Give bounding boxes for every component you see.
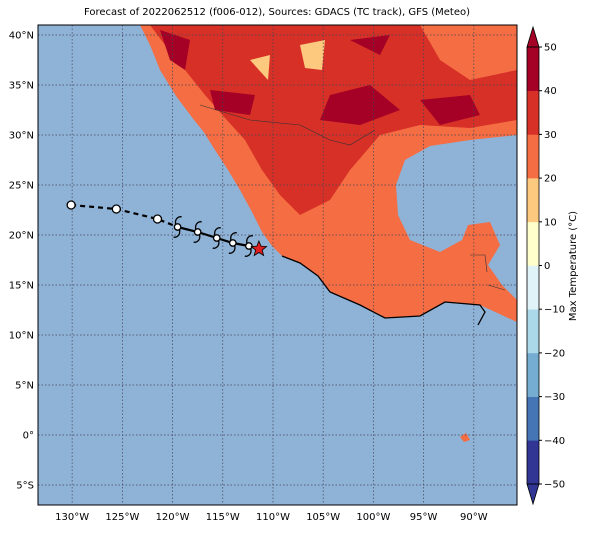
x-tick-label: 130°W	[55, 512, 89, 523]
colorbar-tick-label: −20	[544, 348, 565, 359]
x-tick-label: 115°W	[206, 512, 240, 523]
colorbar-bin	[527, 265, 539, 310]
colorbar-bin	[527, 396, 539, 441]
y-tick-label: 5°N	[15, 381, 34, 392]
colorbar-tick-label: 30	[544, 130, 557, 141]
storm-arm	[212, 227, 222, 249]
star-marker	[250, 239, 268, 257]
track-point	[66, 200, 76, 210]
colorbar-tick-label: 0	[544, 261, 550, 272]
borders	[199, 104, 506, 291]
storm-eye	[212, 234, 221, 242]
track-line	[71, 203, 178, 229]
colorbar-tick-label: 20	[544, 174, 557, 185]
colorbar-bin	[527, 47, 539, 91]
x-tick-label: 100°W	[356, 512, 390, 523]
x-tick-label: 95°W	[410, 512, 438, 523]
y-tick-label: 25°N	[9, 181, 34, 192]
colorbar-label: Max Temperature (°C)	[568, 211, 579, 321]
colorbar-extend-top	[526, 25, 540, 48]
storm-marker	[193, 221, 202, 243]
colorbar-tick-label: 10	[544, 217, 557, 228]
storm-eye	[193, 228, 202, 236]
colorbar-tick-label: −50	[544, 480, 565, 491]
storm-arm	[244, 235, 254, 257]
x-tick-label: 110°W	[256, 512, 290, 523]
storm-marker	[173, 216, 182, 238]
land	[140, 25, 517, 442]
coastline	[281, 255, 486, 326]
colorbar-bin	[527, 90, 539, 135]
storm-arm	[193, 221, 202, 243]
y-tick-label: 40°N	[9, 31, 34, 42]
baja	[150, 45, 270, 201]
colorbar-tick-label: −10	[544, 305, 565, 316]
track-point	[152, 214, 163, 224]
colorbar-bin	[527, 440, 539, 485]
x-tick-label: 105°W	[306, 512, 340, 523]
x-tick-label: 125°W	[105, 512, 139, 523]
colorbar-tick-label: 40	[544, 86, 557, 97]
y-tick-label: 35°N	[9, 81, 34, 92]
y-tick-label: 5°S	[16, 481, 34, 492]
hottest-area	[160, 30, 480, 125]
x-tick-label: 90°W	[460, 512, 488, 523]
islands	[460, 433, 470, 442]
storm-eye	[228, 239, 237, 247]
colorbar-bin	[527, 352, 539, 397]
x-tick-label: 120°W	[156, 512, 190, 523]
cool-area	[250, 40, 325, 80]
title: Forecast of 2022062512 (f006-012), Sourc…	[84, 7, 470, 18]
y-tick-label: 15°N	[9, 281, 34, 292]
y-tick-label: 10°N	[9, 331, 34, 342]
colorbar-bin	[527, 221, 539, 266]
storm-marker	[244, 235, 254, 257]
colorbar-extend-bottom	[526, 483, 540, 506]
colorbar-bin	[527, 134, 539, 179]
storm-marker	[212, 227, 222, 249]
y-tick-label: 30°N	[9, 131, 34, 142]
colorbar-tick-label: 50	[544, 43, 557, 54]
storm-eye	[173, 223, 182, 231]
colorbar-tick-label: −30	[544, 392, 565, 403]
storm-arm	[228, 232, 238, 254]
storm-arm	[173, 216, 182, 238]
colorbar-tick-label: −40	[544, 436, 565, 447]
colorbar-bin	[527, 309, 539, 354]
frame	[37, 24, 518, 506]
y-tick-label: 20°N	[9, 231, 34, 242]
track-point	[111, 204, 121, 214]
storm-marker	[228, 232, 238, 254]
storm-eye	[245, 242, 253, 250]
y-tick-label: 0°	[23, 431, 34, 442]
colorbar-bin	[527, 178, 539, 223]
